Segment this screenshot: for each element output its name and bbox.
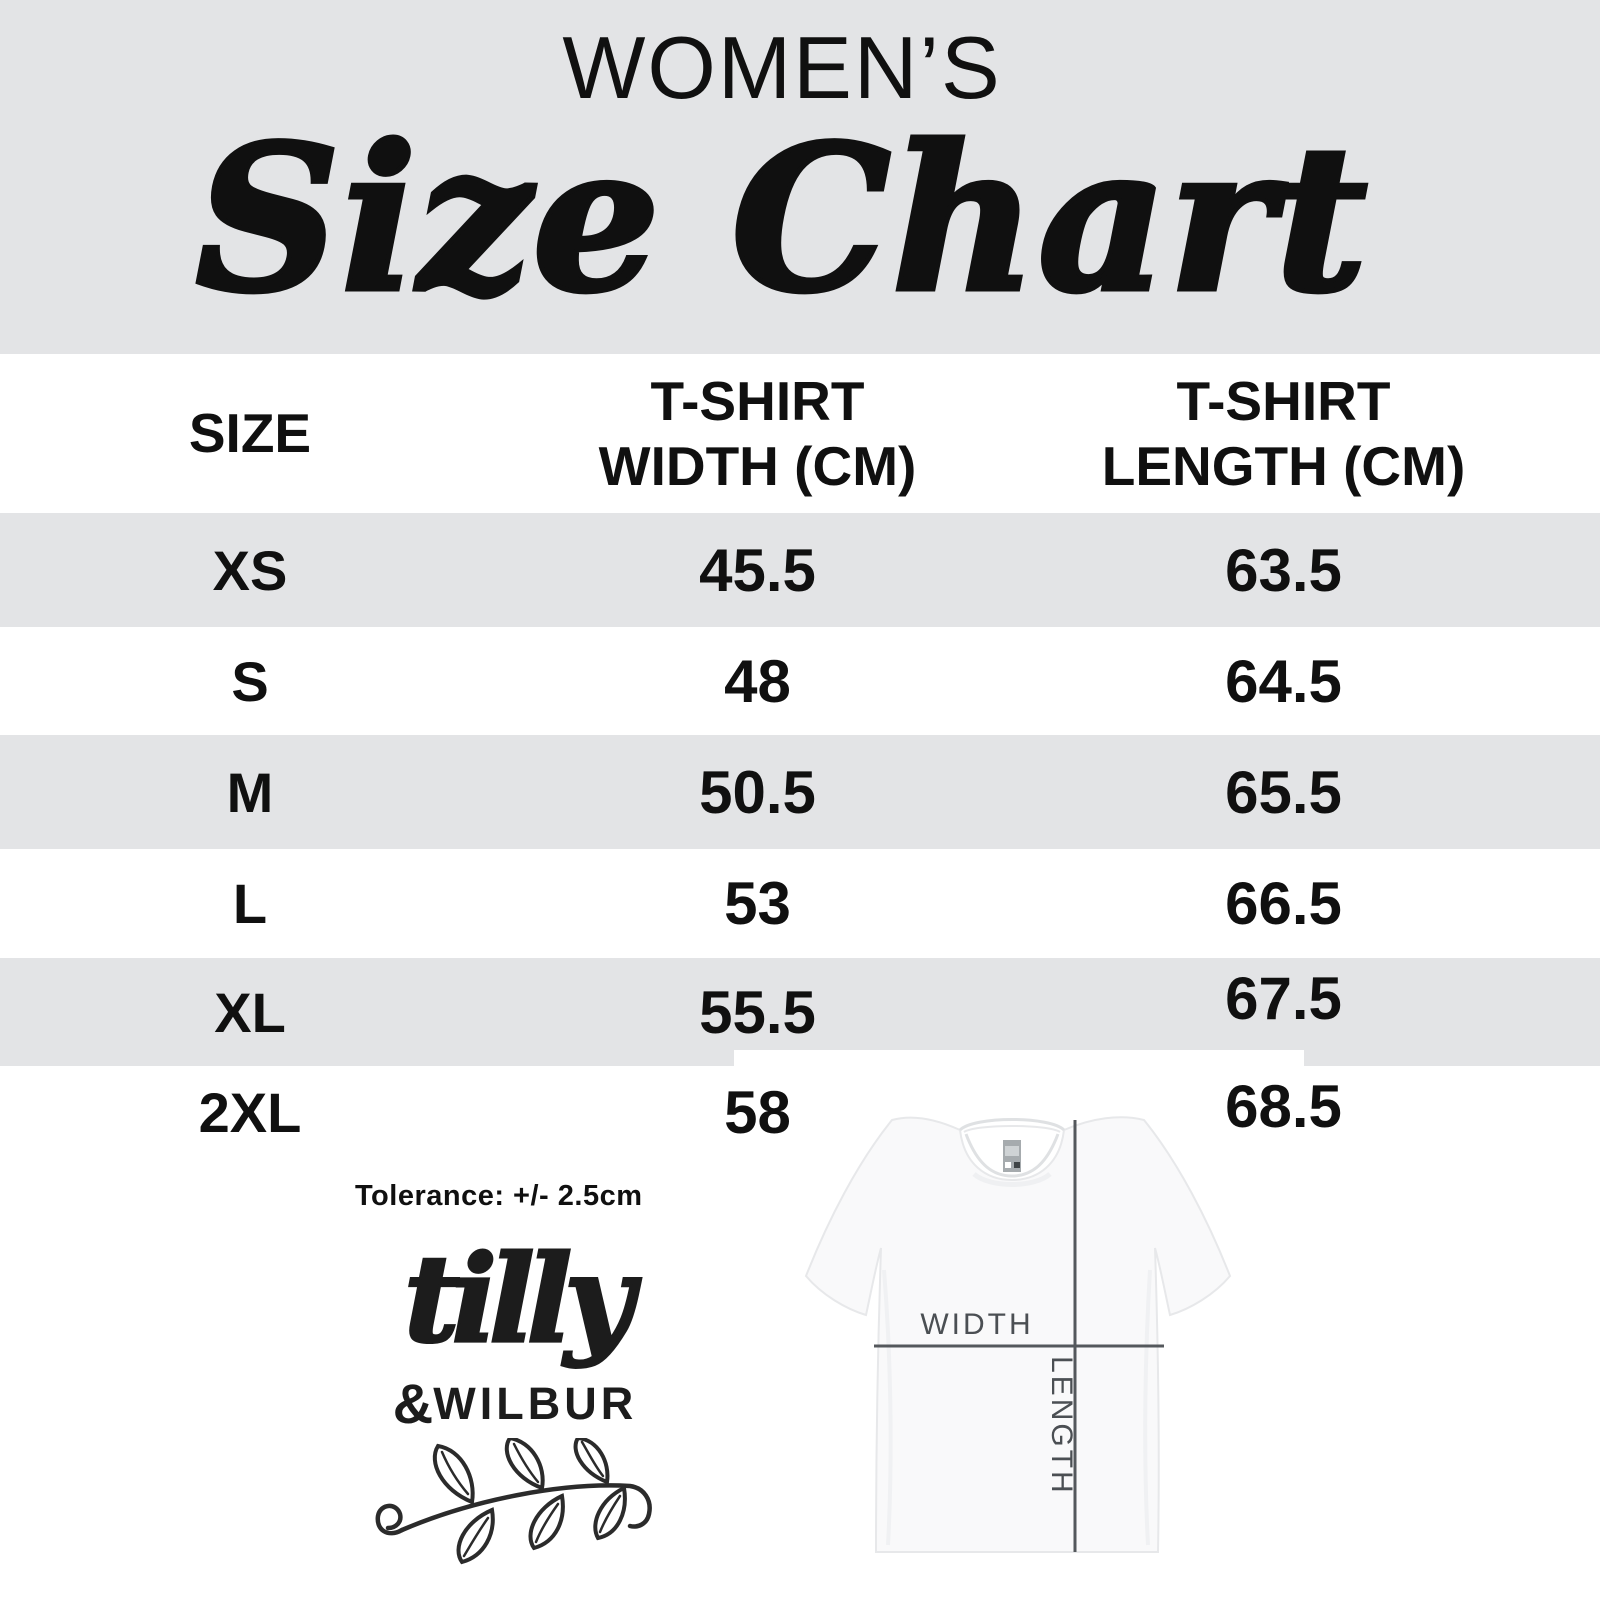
table-header-row: SIZE T-SHIRT WIDTH (CM) T-SHIRT LENGTH (… — [0, 354, 1600, 513]
length-cell: 67.5 — [1225, 964, 1342, 1032]
table-row: 2XL 58 68.5 — [0, 1066, 1600, 1178]
page-title: Size Chart — [193, 102, 1370, 337]
tshirt-body — [804, 1116, 1232, 1553]
laurel-branch-icon — [375, 1438, 652, 1565]
length-label: LENGTH — [1045, 1356, 1078, 1496]
neck-tag-label — [1005, 1146, 1019, 1156]
column-header-length: T-SHIRT LENGTH (CM) — [1102, 369, 1466, 499]
length-cell: 68.5 — [1225, 1072, 1342, 1140]
brand-logo: tilly &WILBUR — [360, 1229, 670, 1568]
size-cell: L — [232, 872, 268, 935]
column-header-width: T-SHIRT WIDTH (CM) — [599, 369, 917, 499]
fold-right — [1143, 1269, 1152, 1546]
length-cell: 64.5 — [1225, 647, 1342, 715]
collar-outer-line — [958, 1118, 1066, 1132]
tolerance-note: Tolerance: +/- 2.5cm — [355, 1180, 643, 1212]
hero-kicker: WOMEN’S — [562, 18, 1002, 117]
column-header-width-line1: T-SHIRT — [650, 369, 865, 432]
column-header-length-line2: LENGTH (CM) — [1101, 434, 1466, 497]
column-header-width-line2: WIDTH (CM) — [598, 434, 917, 497]
size-cell: XL — [214, 980, 286, 1044]
tshirt-illustration: WIDTH LENGTH — [804, 1116, 1232, 1553]
row-band-m — [0, 735, 1600, 849]
table-row: XS 45.5 63.5 — [0, 513, 1600, 627]
width-cell: 53 — [724, 870, 791, 937]
column-header-size: SIZE — [189, 401, 311, 466]
width-cell: 58 — [724, 1078, 791, 1146]
hero-inner: WOMEN’S Size Chart — [0, 0, 1582, 337]
neck-tag-mark-dark — [1014, 1162, 1020, 1168]
brand-logo-script: tilly — [403, 1229, 636, 1370]
brand-logo-name: &WILBUR — [360, 1376, 670, 1432]
brand-logo-wordmark: WILBUR — [433, 1378, 638, 1429]
table-row: L 53 66.5 — [0, 849, 1600, 958]
width-cell: 48 — [724, 647, 791, 715]
table-row: M 50.5 65.5 — [0, 735, 1600, 849]
width-cell: 55.5 — [699, 978, 816, 1046]
length-cell: 65.5 — [1225, 758, 1342, 826]
length-cell: 66.5 — [1225, 870, 1342, 937]
column-header-size-line1: SIZE — [188, 402, 312, 464]
row-band-xl — [0, 958, 1600, 1066]
size-cell: S — [231, 649, 269, 713]
fold-left — [882, 1269, 893, 1546]
hero-header: WOMEN’S Size Chart — [0, 0, 1600, 354]
column-header-length-line1: T-SHIRT — [1176, 369, 1391, 432]
width-cell: 50.5 — [699, 758, 816, 826]
size-cell: M — [226, 760, 274, 824]
table-row: XL 55.5 67.5 — [0, 958, 1600, 1066]
table-row: S 48 64.5 — [0, 627, 1600, 735]
size-cell: 2XL — [198, 1080, 302, 1144]
width-label: WIDTH — [920, 1308, 1033, 1341]
collar-inner-line — [963, 1125, 1061, 1133]
length-cell: 63.5 — [1225, 536, 1342, 604]
collar-shadow — [972, 1171, 1052, 1187]
row-band-xs — [0, 513, 1600, 627]
brand-logo-ampersand: & — [392, 1372, 434, 1435]
neck-tag-mark-light — [1005, 1162, 1011, 1168]
collar-rib-line — [964, 1133, 1060, 1178]
size-cell: XS — [212, 538, 288, 602]
tshirt-diagram: WIDTH LENGTH — [734, 1050, 1304, 1600]
width-cell: 45.5 — [699, 536, 816, 604]
